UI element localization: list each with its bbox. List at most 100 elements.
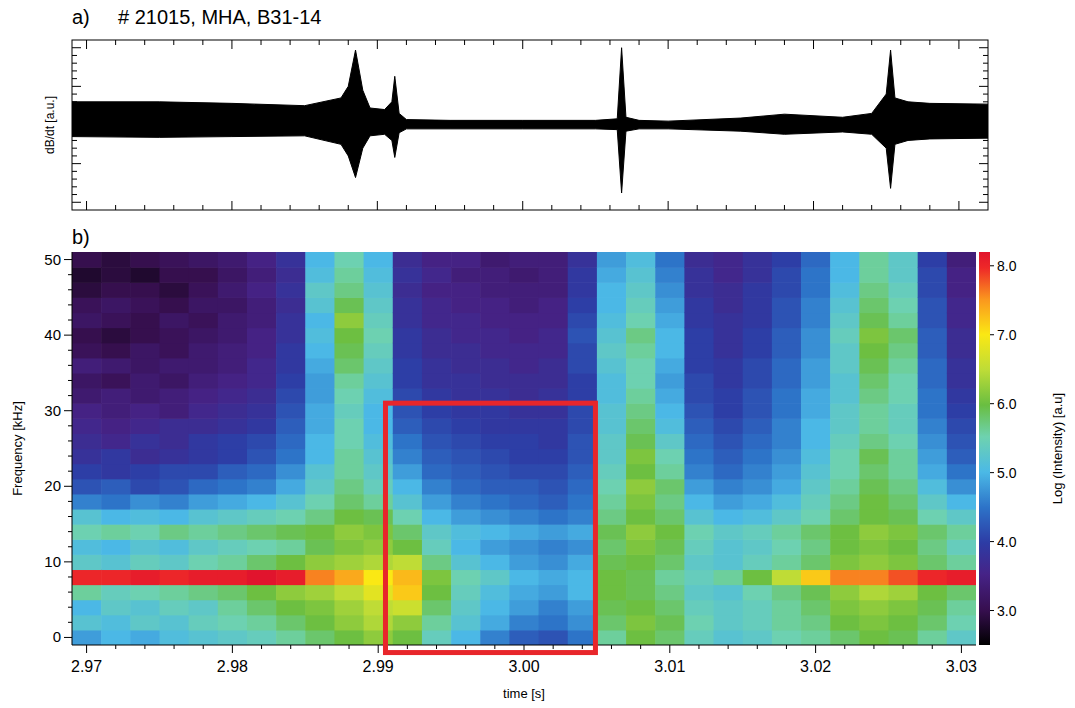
minor-tick: [611, 645, 612, 649]
minor-tick: [68, 531, 72, 532]
tick: [72, 163, 81, 164]
cell: [334, 449, 364, 465]
cell: [743, 509, 773, 525]
cell: [364, 615, 394, 631]
minor-tick: [290, 205, 291, 210]
minor-tick: [68, 365, 72, 366]
minor-tick: [639, 40, 640, 45]
cell: [393, 630, 423, 645]
cell: [509, 358, 539, 374]
minor-tick: [873, 645, 874, 649]
cell: [568, 312, 598, 328]
cell: [655, 479, 685, 495]
minor-tick: [929, 205, 930, 210]
cell: [539, 524, 569, 540]
cell: [714, 615, 744, 631]
cell: [539, 554, 569, 570]
cell: [276, 252, 306, 268]
cell: [276, 418, 306, 434]
cell: [889, 328, 919, 344]
cell: [247, 252, 277, 268]
cell: [218, 539, 248, 555]
cell: [772, 615, 802, 631]
cell: [101, 267, 131, 283]
cell: [189, 524, 219, 540]
cell: [947, 479, 976, 495]
cell: [218, 282, 248, 298]
cell: [889, 554, 919, 570]
minor-tick: [609, 40, 610, 45]
cell: [130, 449, 160, 465]
cell: [918, 282, 948, 298]
minor-tick: [319, 40, 320, 45]
cell: [334, 464, 364, 480]
cell: [276, 282, 306, 298]
tick: [979, 163, 988, 164]
cell: [480, 343, 510, 359]
cell: [889, 449, 919, 465]
cell: [189, 600, 219, 616]
minor-tick: [983, 55, 988, 56]
cell: [130, 282, 160, 298]
cell: [189, 539, 219, 555]
cell: [772, 418, 802, 434]
cell: [393, 464, 423, 480]
cell: [714, 282, 744, 298]
cell: [509, 479, 539, 495]
cell: [451, 539, 481, 555]
cell: [684, 343, 714, 359]
minor-tick: [72, 186, 77, 187]
cell: [334, 418, 364, 434]
cell: [947, 328, 976, 344]
cell: [451, 297, 481, 313]
cell: [130, 464, 160, 480]
minor-tick: [726, 40, 727, 45]
cell: [568, 297, 598, 313]
cell: [655, 312, 685, 328]
cell: [72, 282, 102, 298]
cell: [859, 449, 889, 465]
cell: [101, 600, 131, 616]
tick: [72, 202, 81, 203]
cell: [918, 539, 948, 555]
cell: [684, 524, 714, 540]
cell: [597, 252, 627, 268]
cell: [189, 358, 219, 374]
cell: [830, 282, 860, 298]
cell: [72, 615, 102, 631]
cell: [539, 312, 569, 328]
cell: [859, 615, 889, 631]
minor-tick: [755, 205, 756, 210]
cell: [276, 449, 306, 465]
cell: [276, 630, 306, 645]
cell: [743, 630, 773, 645]
tick: [64, 335, 72, 336]
cell: [130, 539, 160, 555]
cell: [597, 328, 627, 344]
tick: [377, 40, 378, 49]
cell: [684, 282, 714, 298]
cell: [830, 524, 860, 540]
cell: [597, 267, 627, 283]
cell: [859, 630, 889, 645]
cell: [539, 282, 569, 298]
tick-label: 2.98: [217, 658, 248, 675]
cell: [889, 388, 919, 404]
cell: [393, 479, 423, 495]
cell: [859, 479, 889, 495]
figure: a)# 21015, MHA, B31-14dB/dt [a.u.]b)2.97…: [0, 0, 1075, 708]
minor-tick: [319, 205, 320, 210]
cell: [714, 343, 744, 359]
cell: [509, 494, 539, 510]
minor-tick: [68, 546, 72, 547]
cell: [859, 464, 889, 480]
cell: [393, 449, 423, 465]
cell: [626, 297, 656, 313]
cell: [393, 358, 423, 374]
cell: [597, 494, 627, 510]
cell: [714, 630, 744, 645]
cell: [72, 312, 102, 328]
cell: [334, 282, 364, 298]
tick: [669, 645, 670, 653]
minor-tick: [494, 645, 495, 649]
